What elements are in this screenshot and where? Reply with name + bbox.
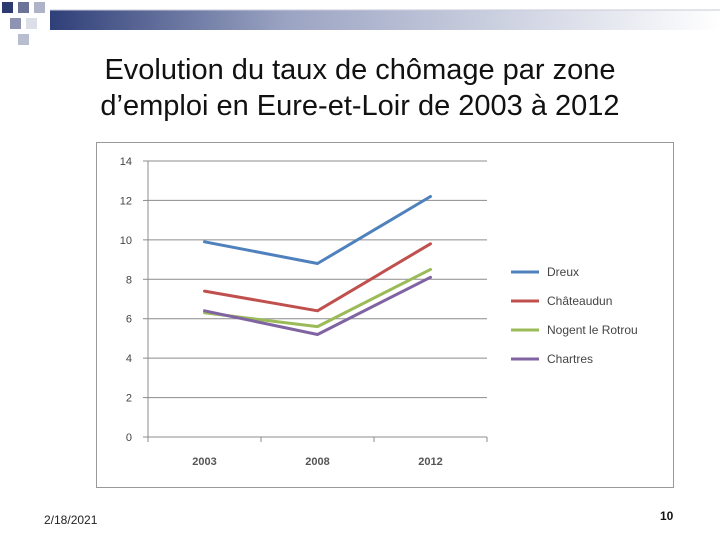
x-tick-label-2003: 2003: [192, 456, 216, 468]
legend-label: Dreux: [547, 265, 579, 279]
y-tick-label: 8: [126, 274, 132, 286]
legend-label: Nogent le Rotrou: [547, 323, 638, 337]
y-tick-label: 4: [126, 353, 132, 365]
y-tick-label: 0: [126, 432, 132, 444]
series-line-ch-teaudun: [203, 242, 432, 313]
chart-frame: 0 2 4 6 8 10 12 14 2003 2008 2012 Dreux Châteaudun No…: [96, 142, 674, 488]
y-tick-label: 14: [120, 156, 132, 168]
legend-label: Châteaudun: [547, 294, 612, 308]
y-tick-label: 2: [126, 393, 132, 405]
legend-label: Chartres: [547, 352, 593, 366]
y-tick-label: 10: [120, 235, 132, 247]
x-tick-label-2012: 2012: [418, 456, 442, 468]
y-tick-label: 12: [120, 195, 132, 207]
series-line-chartres: [203, 275, 432, 336]
decorative-squares: [2, 2, 720, 45]
title-line-2: d’emploi en Eure-et-Loir de 2003 à 2012: [100, 90, 620, 122]
title-line-1: Evolution du taux de chômage par zone: [104, 54, 616, 86]
slide-number: 10: [660, 509, 674, 523]
slide-date: 2/18/2021: [44, 513, 98, 527]
line-chart: 0 2 4 6 8 10 12 14 2003 2008 2012 Dreux Châteaudun No…: [120, 156, 638, 468]
series-line-dreux: [203, 194, 432, 266]
y-tick-label: 6: [126, 314, 132, 326]
x-tick-label-2008: 2008: [305, 456, 329, 468]
slide-title: Evolution du taux de chômage par zone d’…: [40, 52, 680, 124]
